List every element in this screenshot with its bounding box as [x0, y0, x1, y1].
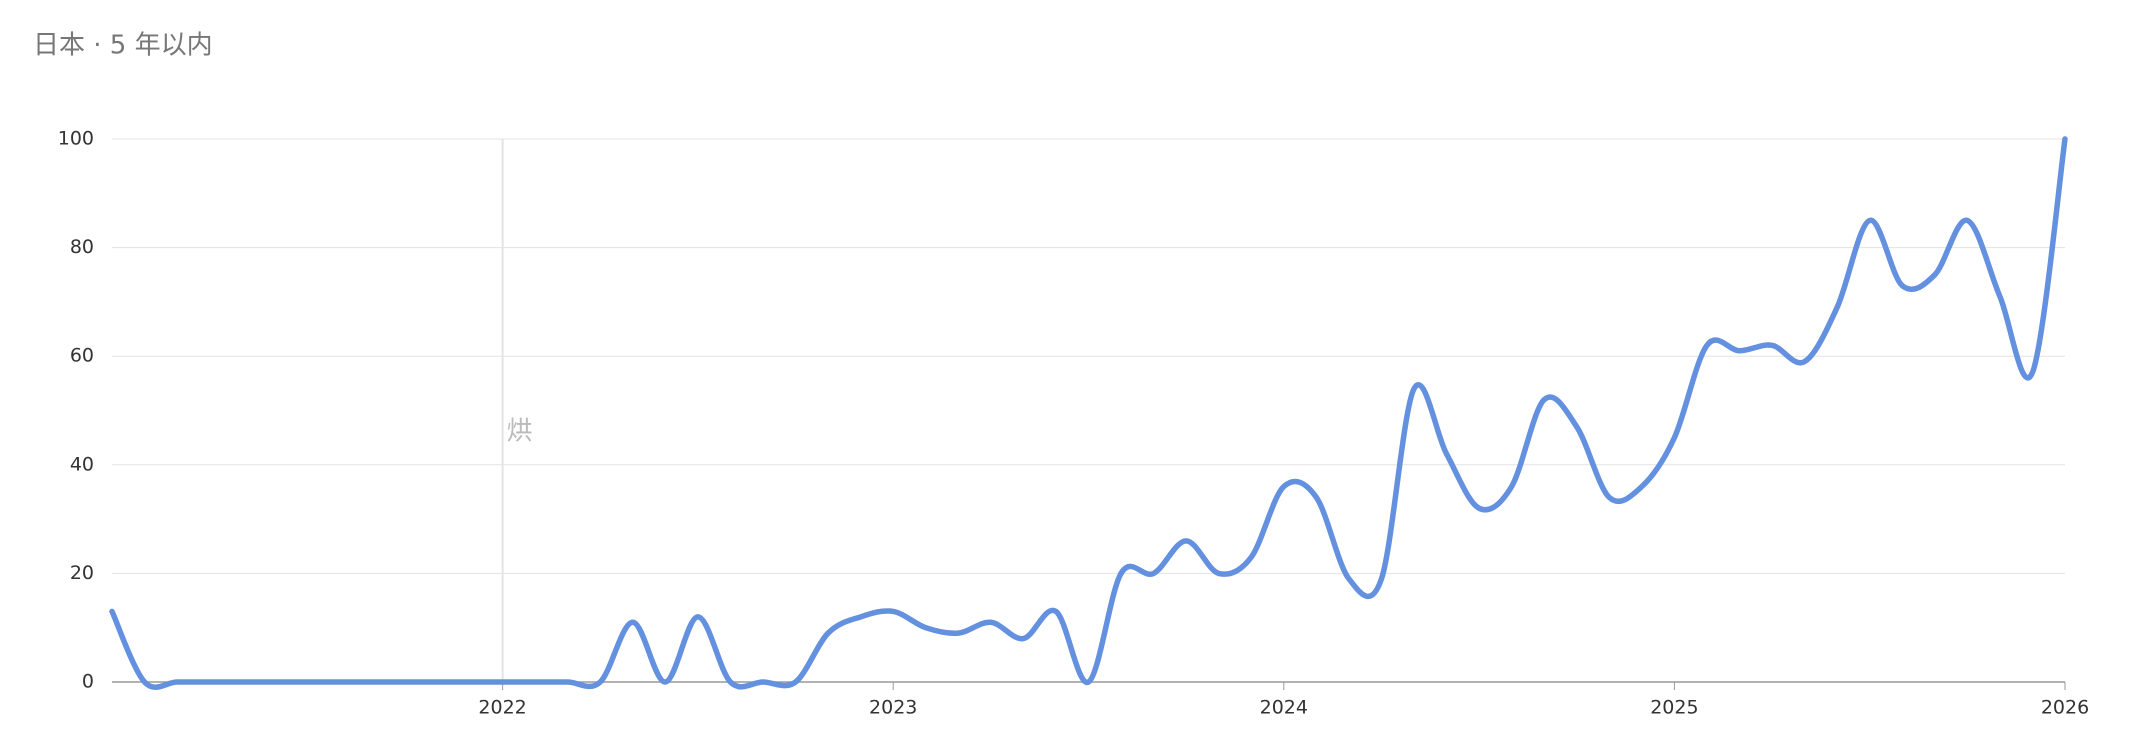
- y-tick-label: 60: [70, 345, 94, 367]
- x-tick-label: 2026: [2041, 697, 2089, 719]
- line-series: [109, 136, 2068, 690]
- y-tick-label: 80: [70, 236, 94, 258]
- x-tick-label: 2022: [478, 697, 526, 719]
- y-tick-label: 0: [82, 671, 94, 693]
- x-tick-label: 2024: [1260, 697, 1308, 719]
- x-tick-label: 2025: [1650, 697, 1698, 719]
- y-tick-label: 100: [58, 128, 94, 150]
- y-tick-label: 20: [70, 562, 94, 584]
- chart-title: 日本 · 5 年以内: [33, 31, 213, 61]
- annotation: 烘: [507, 417, 533, 447]
- x-tick-label: 2023: [869, 697, 917, 719]
- y-tick-label: 40: [70, 453, 94, 475]
